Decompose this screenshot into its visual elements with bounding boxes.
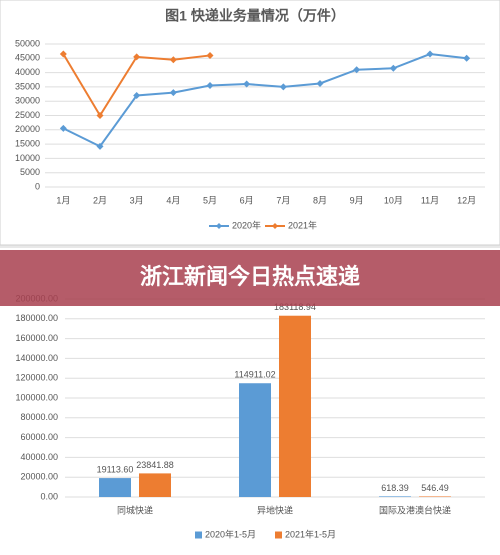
- legend-label: 2021年1-5月: [285, 528, 336, 539]
- y-tick-label: 40000.00: [20, 452, 58, 462]
- value-label: 546.49: [421, 483, 449, 493]
- x-tick-label: 异地快递: [257, 504, 293, 515]
- value-label: 19113.60: [97, 464, 134, 474]
- y-tick-label: 0.00: [40, 491, 58, 501]
- point: [169, 56, 177, 64]
- point: [206, 81, 214, 89]
- y-tick-label: 45000: [15, 53, 40, 63]
- point: [169, 89, 177, 97]
- y-tick-label: 5000: [20, 167, 40, 177]
- value-label: 618.39: [381, 483, 409, 493]
- y-tick-label: 40000: [15, 67, 40, 77]
- y-tick-label: 60000.00: [20, 432, 58, 442]
- x-tick-label: 2月: [93, 195, 107, 205]
- point: [133, 53, 141, 61]
- y-tick-label: 20000: [15, 124, 40, 134]
- y-tick-label: 25000: [15, 110, 40, 120]
- point: [463, 54, 471, 62]
- bar: [419, 496, 451, 497]
- legend-swatch: [275, 531, 282, 539]
- bar: [379, 496, 411, 497]
- x-tick-label: 8月: [313, 195, 327, 205]
- point: [353, 66, 361, 74]
- point: [59, 50, 67, 58]
- legend-label: 2021年: [288, 219, 317, 230]
- x-tick-label: 11月: [421, 195, 439, 205]
- bar: [279, 315, 311, 497]
- x-tick-label: 9月: [350, 195, 364, 205]
- x-tick-label: 4月: [166, 195, 180, 205]
- y-tick-label: 80000.00: [20, 412, 58, 422]
- panel-top: [0, 0, 500, 246]
- bar: [239, 383, 271, 497]
- y-tick-label: 140000.00: [15, 353, 58, 363]
- x-tick-label: 10月: [384, 195, 403, 205]
- x-tick-label: 7月: [276, 195, 290, 205]
- y-tick-label: 35000: [15, 81, 40, 91]
- y-tick-label: 30000: [15, 96, 40, 106]
- y-tick-label: 180000.00: [15, 313, 58, 323]
- charts: 0 5000 10000 15000 20000 25000 30000 35000 40000…: [15, 38, 485, 539]
- legend-marker: [216, 223, 222, 229]
- point: [96, 112, 104, 119]
- point: [133, 91, 141, 99]
- point: [279, 83, 287, 91]
- legend-label: 2020年1-5月: [205, 528, 256, 539]
- point: [96, 142, 104, 150]
- legend-label: 2020年: [232, 219, 261, 230]
- x-tick-label: 6月: [240, 195, 254, 205]
- y-tick-label: 15000: [15, 138, 40, 148]
- point: [206, 51, 214, 59]
- point: [316, 79, 324, 87]
- y-tick-label: 160000.00: [15, 333, 58, 343]
- legend-swatch: [195, 531, 202, 539]
- value-label: 23841.88: [136, 460, 174, 470]
- y-tick-label: 10000: [15, 153, 40, 163]
- x-tick-label: 同城快递: [117, 504, 153, 515]
- chart-title: 图1 快递业务量情况（万件）: [165, 8, 345, 24]
- point: [426, 50, 434, 58]
- point: [243, 80, 251, 88]
- y-tick-label: 0: [35, 181, 40, 191]
- bar: [99, 478, 131, 497]
- point: [59, 124, 67, 132]
- banner: [0, 250, 500, 306]
- x-tick-label: 5月: [203, 195, 217, 205]
- x-tick-label: 12月: [457, 195, 476, 205]
- x-tick-label: 3月: [130, 195, 144, 205]
- value-label: 183118.94: [274, 302, 316, 312]
- y-tick-label: 50000: [15, 38, 40, 48]
- banner-title: 浙江新闻今日热点速递: [140, 264, 360, 289]
- series-line: [62, 52, 467, 148]
- x-tick-label: 1月: [56, 195, 70, 205]
- bar: [139, 473, 171, 497]
- point: [389, 64, 397, 72]
- y-tick-label: 100000.00: [15, 392, 58, 402]
- x-tick-label: 国际及港澳台快递: [379, 504, 451, 515]
- legend-marker: [272, 223, 278, 229]
- y-tick-label: 120000.00: [15, 373, 58, 383]
- value-label: 114911.02: [234, 370, 275, 380]
- y-tick-label: 20000.00: [20, 472, 58, 482]
